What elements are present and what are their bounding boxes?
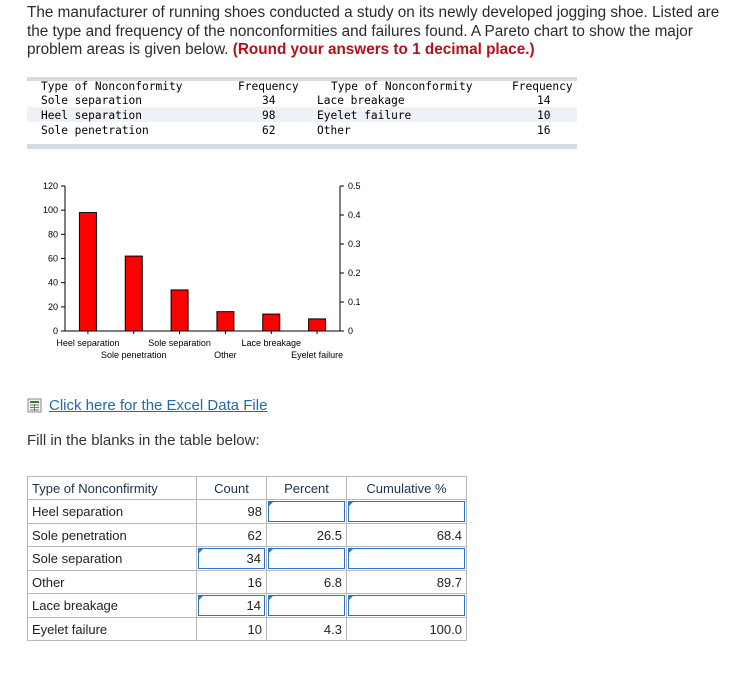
row-percent: 6.8	[266, 570, 347, 594]
bar	[216, 311, 235, 332]
header-frequency-right: Frequency	[512, 80, 573, 93]
row-percent: 4.3	[266, 617, 347, 641]
left-tick-label: 80	[48, 229, 58, 239]
header-type-right: Type of Nonconformity	[331, 80, 473, 93]
frequency-data-table: Type of Nonconformity Frequency Type of …	[27, 77, 577, 151]
excel-link-label[interactable]: Click here for the Excel Data File	[49, 396, 268, 414]
left-row-type: Sole penetration	[41, 124, 149, 137]
header-count: Count	[196, 476, 267, 500]
row-type: Sole separation	[27, 546, 197, 571]
right-tick-label: 0.5	[348, 181, 361, 191]
cumulative-input[interactable]	[348, 595, 465, 616]
x-tick-label: Sole separation	[148, 338, 211, 348]
count-input[interactable]: 14	[198, 595, 265, 616]
header-type-left: Type of Nonconformity	[41, 80, 183, 93]
row-type: Heel separation	[27, 499, 197, 524]
excel-data-link[interactable]: Click here for the Excel Data File	[27, 396, 267, 414]
right-row-frequency: 10	[537, 109, 551, 122]
row-count: 16	[196, 570, 267, 594]
x-tick-label: Other	[214, 350, 237, 360]
table-bottom-band	[27, 144, 577, 149]
left-tick-label: 40	[48, 278, 58, 288]
header-cumulative: Cumulative %	[346, 476, 467, 500]
row-cumulative: 89.7	[346, 570, 467, 594]
right-row-type: Lace breakage	[317, 94, 405, 107]
table-top-band	[27, 77, 577, 81]
left-tick-label: 0	[53, 326, 58, 336]
count-input-cell: 14	[196, 593, 267, 618]
left-row-frequency: 34	[262, 94, 276, 107]
row-type: Lace breakage	[27, 593, 197, 618]
row-type: Sole penetration	[27, 523, 197, 547]
bar	[262, 313, 281, 332]
right-tick-label: 0	[348, 326, 353, 336]
row-shade	[27, 107, 577, 122]
x-tick-label: Eyelet failure	[291, 350, 343, 360]
right-tick-label: 0.2	[348, 268, 361, 278]
header-frequency-left: Frequency	[238, 80, 299, 93]
row-cumulative: 100.0	[346, 617, 467, 641]
right-row-type: Other	[317, 124, 351, 137]
pareto-chart-svg: 0 20 40 60 80 100 120 0 0.1 0.2 0.3 0.4 0.5 Heel sepa…	[43, 181, 361, 360]
left-row-frequency: 98	[262, 109, 276, 122]
percent-input[interactable]	[268, 501, 345, 522]
right-row-frequency: 16	[537, 124, 551, 137]
table-row: Heel separation 98	[27, 499, 467, 524]
excel-file-icon	[27, 398, 42, 412]
left-tick-label: 100	[43, 205, 58, 215]
x-tick-label: Sole penetration	[101, 350, 167, 360]
problem-text: The manufacturer of running shoes conduc…	[27, 4, 720, 58]
row-cumulative: 68.4	[346, 523, 467, 547]
row-count: 10	[196, 617, 267, 641]
left-tick-label: 60	[48, 254, 58, 264]
fill-instruction: Fill in the blanks in the table below:	[27, 432, 260, 449]
bar	[308, 318, 327, 332]
left-tick-label: 120	[43, 181, 58, 191]
problem-statement: The manufacturer of running shoes conduc…	[27, 4, 743, 60]
left-tick-label: 20	[48, 302, 58, 312]
row-type: Other	[27, 570, 197, 594]
percent-input[interactable]	[268, 595, 345, 616]
count-input[interactable]: 34	[198, 548, 265, 569]
table-row: Sole separation 34	[27, 546, 467, 571]
table-row: Other 16 6.8 89.7	[27, 570, 467, 594]
cumulative-input-cell	[346, 499, 467, 524]
rounding-instruction: (Round your answers to 1 decimal place.)	[232, 41, 535, 58]
bar	[124, 255, 143, 332]
row-count: 62	[196, 523, 267, 547]
x-tick-label: Heel separation	[56, 338, 119, 348]
answer-table: Type of Nonconfirmity Count Percent Cumu…	[27, 476, 467, 641]
percent-input[interactable]	[268, 548, 345, 569]
cumulative-input-cell	[346, 593, 467, 618]
table-row: Lace breakage 14	[27, 593, 467, 618]
count-input-cell: 34	[196, 546, 267, 571]
table-row: Eyelet failure 10 4.3 100.0	[27, 617, 467, 641]
left-row-type: Heel separation	[41, 109, 143, 122]
right-row-frequency: 14	[537, 94, 551, 107]
right-row-type: Eyelet failure	[317, 109, 412, 122]
left-row-type: Sole separation	[41, 94, 143, 107]
answer-header-row: Type of Nonconfirmity Count Percent Cumu…	[27, 476, 467, 500]
left-row-frequency: 62	[262, 124, 276, 137]
cumulative-input[interactable]	[348, 548, 465, 569]
cumulative-input-cell	[346, 546, 467, 571]
right-tick-label: 0.3	[348, 239, 361, 249]
bar	[78, 212, 97, 332]
right-tick-label: 0.1	[348, 297, 361, 307]
cumulative-input[interactable]	[348, 501, 465, 522]
percent-input-cell	[266, 546, 347, 571]
percent-input-cell	[266, 593, 347, 618]
table-row: Sole penetration 62 26.5 68.4	[27, 523, 467, 547]
header-type: Type of Nonconfirmity	[27, 476, 197, 500]
percent-input-cell	[266, 499, 347, 524]
row-type: Eyelet failure	[27, 617, 197, 641]
pareto-chart: 0 20 40 60 80 100 120 0 0.1 0.2 0.3 0.4 0.5 Heel sepa…	[27, 176, 387, 370]
header-percent: Percent	[266, 476, 347, 500]
row-count: 98	[196, 499, 267, 524]
bar	[170, 289, 189, 332]
x-tick-label: Lace breakage	[241, 338, 301, 348]
row-percent: 26.5	[266, 523, 347, 547]
right-tick-label: 0.4	[348, 210, 361, 220]
